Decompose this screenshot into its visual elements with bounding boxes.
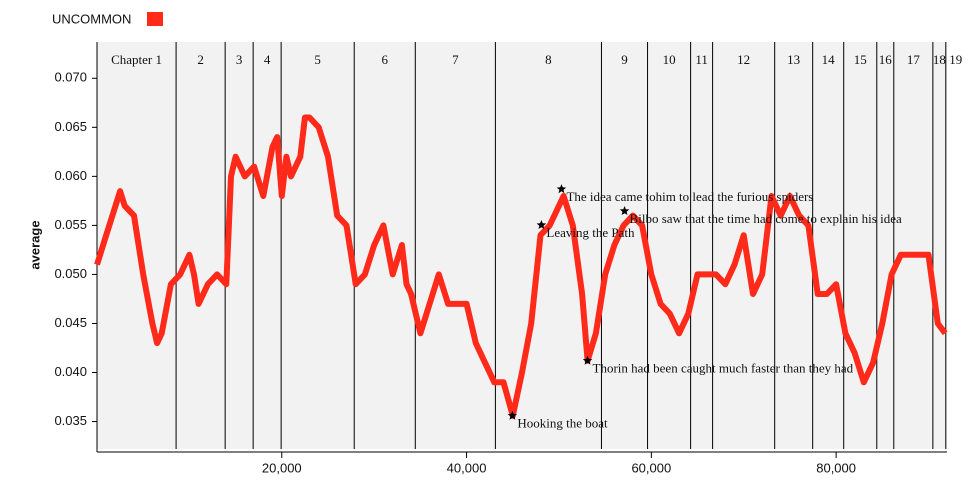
annotation-label: Thorin had been caught much faster than … <box>593 361 854 376</box>
chapter-label: 14 <box>822 52 836 67</box>
chapter-label: 4 <box>264 52 271 67</box>
data-line <box>94 114 948 419</box>
chapter-label: 7 <box>452 52 459 67</box>
chapter-label: Chapter 1 <box>111 52 162 67</box>
annotation-star <box>582 355 593 365</box>
annotation-label: Hooking the boat <box>517 416 608 431</box>
annotation-star <box>507 410 518 420</box>
chapter-label: 9 <box>621 52 628 67</box>
plot-background <box>97 42 947 449</box>
y-tick-label: 0.065 <box>54 119 87 134</box>
chapter-label: 15 <box>854 52 867 67</box>
annotation-star <box>556 184 567 194</box>
chapter-label: 11 <box>695 52 708 67</box>
annotation-label: Bilbo saw that the time had come to expl… <box>630 211 902 226</box>
legend-swatch <box>147 12 163 26</box>
x-tick-label: 60,000 <box>631 460 671 475</box>
chapter-label: 19 <box>949 52 962 67</box>
chapter-label: 10 <box>663 52 676 67</box>
chapter-label: 16 <box>879 52 893 67</box>
chapter-label: 12 <box>737 52 750 67</box>
legend-label: UNCOMMON <box>52 11 131 26</box>
y-tick-label: 0.045 <box>54 315 87 330</box>
x-tick-label: 40,000 <box>447 460 487 475</box>
chapter-label: 13 <box>787 52 800 67</box>
annotation-star <box>619 206 630 215</box>
chapter-label: 6 <box>382 52 389 67</box>
y-tick-label: 0.035 <box>54 413 87 428</box>
chapter-label: 2 <box>197 52 204 67</box>
chapter-label: 5 <box>314 52 321 67</box>
annotation-label: The idea came tohim to lead the furious … <box>566 189 813 204</box>
y-tick-label: 0.050 <box>54 266 87 281</box>
annotation-label: Leaving the Path <box>546 225 635 240</box>
annotation-star <box>536 220 547 229</box>
y-axis-title: average <box>27 220 42 269</box>
chapter-label: 18 <box>933 52 946 67</box>
y-tick-label: 0.055 <box>54 217 87 232</box>
chapter-label: 8 <box>545 52 552 67</box>
y-tick-label: 0.070 <box>54 70 87 85</box>
chapter-label: 3 <box>236 52 243 67</box>
y-tick-label: 0.060 <box>54 168 87 183</box>
x-tick-label: 80,000 <box>816 460 856 475</box>
x-tick-label: 20,000 <box>262 460 302 475</box>
y-tick-label: 0.040 <box>54 364 87 379</box>
chapter-label: 17 <box>907 52 921 67</box>
